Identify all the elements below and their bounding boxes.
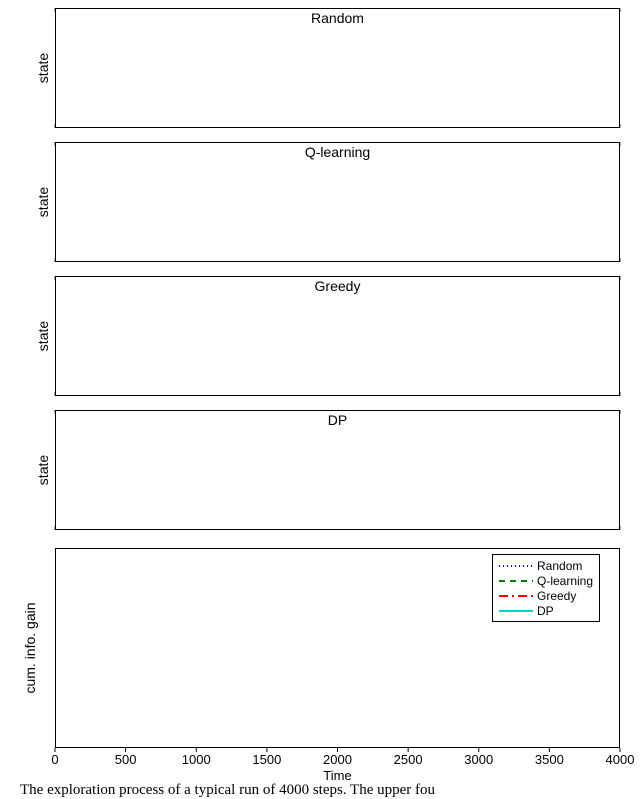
figure: Random state Q-learning state Greedy state DP s… (0, 0, 640, 798)
ylabel-dp: state (35, 445, 51, 495)
legend-label: Random (537, 559, 582, 573)
panel-title-qlearning: Q-learning (305, 144, 370, 160)
xtick: 2500 (394, 752, 423, 767)
xtick: 0 (51, 752, 58, 767)
panel-qlearning (55, 142, 620, 262)
ylabel-random: state (35, 43, 51, 93)
legend-item: Greedy (499, 588, 593, 603)
panel-dp (55, 410, 620, 530)
xtick: 3500 (535, 752, 564, 767)
panel-title-greedy: Greedy (315, 278, 361, 294)
xtick: 1000 (182, 752, 211, 767)
ylabel-greedy: state (35, 311, 51, 361)
legend-label: DP (537, 604, 554, 618)
xtick: 3000 (464, 752, 493, 767)
legend-item: Random (499, 558, 593, 573)
xtick: 1500 (252, 752, 281, 767)
ylabel-cuminfo: cum. info. gain (22, 598, 38, 698)
legend-item: DP (499, 603, 593, 618)
xtick: 2000 (323, 752, 352, 767)
legend: RandomQ-learningGreedyDP (492, 554, 600, 622)
panel-title-dp: DP (328, 412, 347, 428)
legend-label: Greedy (537, 589, 576, 603)
panel-title-random: Random (311, 10, 364, 26)
legend-label: Q-learning (537, 574, 593, 588)
xtick: 4000 (606, 752, 635, 767)
ylabel-qlearning: state (35, 177, 51, 227)
panel-random (55, 8, 620, 128)
xlabel: Time (323, 768, 351, 783)
panel-greedy (55, 276, 620, 396)
caption: The exploration process of a typical run… (20, 782, 435, 799)
legend-item: Q-learning (499, 573, 593, 588)
xtick: 500 (115, 752, 137, 767)
